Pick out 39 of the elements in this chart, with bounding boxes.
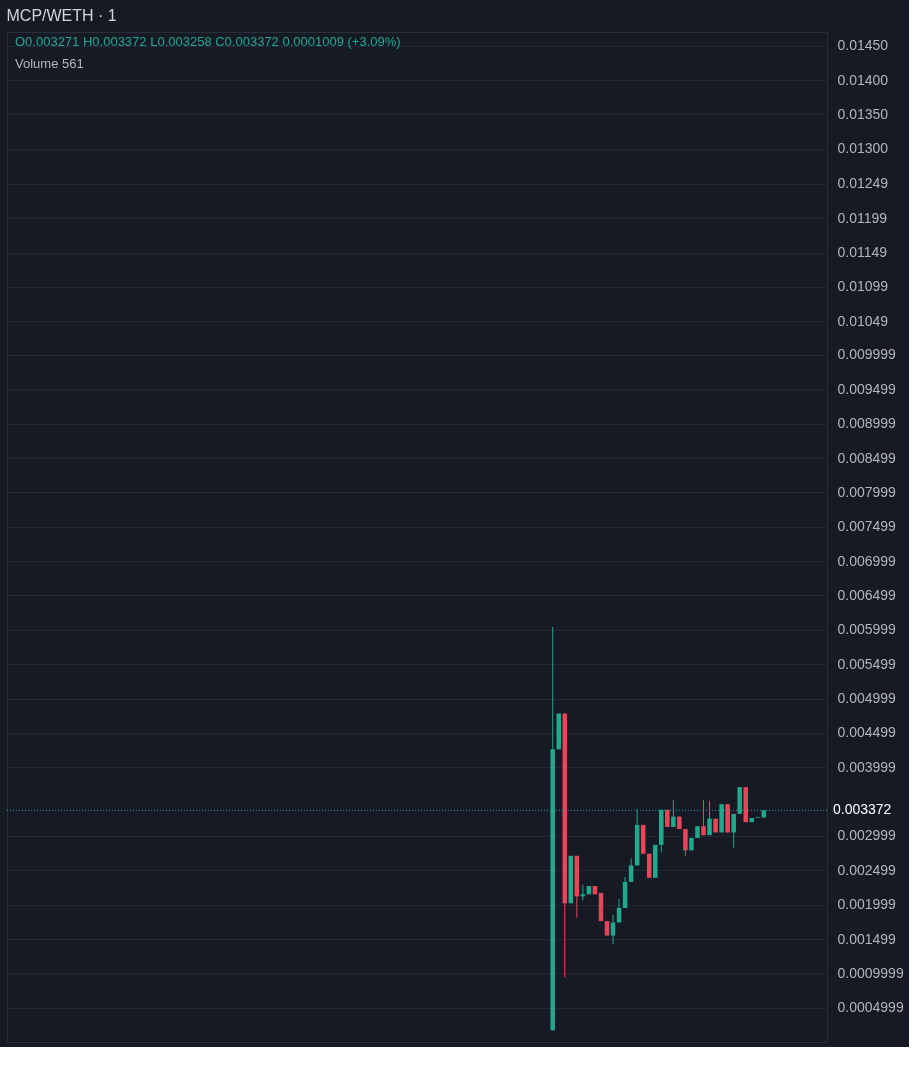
y-tick-label: 0.009499 [837, 380, 897, 397]
y-tick-label: 0.002499 [837, 861, 897, 878]
y-tick-label: 0.005499 [837, 655, 897, 672]
y-tick-label: 0.005999 [837, 621, 897, 638]
y-tick-label: 0.01249 [837, 175, 889, 192]
y-tick-label: 0.01400 [837, 71, 889, 88]
chart-title: MCP/WETH · 1 [6, 7, 117, 24]
y-tick-label: 0.009999 [837, 346, 897, 363]
y-tick-label: 0.01350 [837, 105, 889, 122]
y-tick-label: 0.0004999 [837, 999, 904, 1016]
y-tick-label: 0.0009999 [837, 964, 904, 981]
y-tick-label: 0.003999 [837, 758, 897, 775]
y-tick-label: 0.01450 [837, 37, 889, 54]
annotation: Volume 561 [15, 56, 84, 71]
y-tick-label: 0.007499 [837, 518, 897, 535]
candlestick [701, 799, 706, 836]
y-tick-label: 0.006999 [837, 552, 897, 569]
ref-line-label: 0.003372 [833, 801, 892, 818]
y-tick-label: 0.004499 [837, 724, 897, 741]
candlestick [628, 858, 634, 883]
candlestick [707, 800, 712, 836]
y-tick-label: 0.01199 [837, 209, 888, 226]
y-tick-label: 0.007999 [837, 483, 897, 500]
y-tick-label: 0.006499 [837, 586, 897, 603]
y-tick-label: 0.001999 [837, 896, 897, 913]
candlestick [610, 914, 616, 945]
candlestick [731, 813, 736, 849]
y-tick-label: 0.004999 [837, 690, 897, 707]
y-tick-label: 0.01300 [837, 140, 889, 157]
y-tick-label: 0.001499 [837, 930, 897, 947]
y-tick-label: 0.002999 [837, 827, 897, 844]
y-tick-label: 0.008999 [837, 415, 897, 432]
y-tick-label: 0.01099 [837, 278, 889, 295]
y-tick-label: 0.01149 [837, 244, 888, 261]
candlestick [671, 799, 676, 828]
annotation: O0.003271 H0.003372 L0.003258 C0.003372 0.0001009 (+3.09%) [15, 34, 401, 49]
y-tick-label: 0.008499 [837, 449, 897, 466]
y-tick-label: 0.01049 [837, 312, 889, 329]
candlestick [683, 828, 688, 857]
